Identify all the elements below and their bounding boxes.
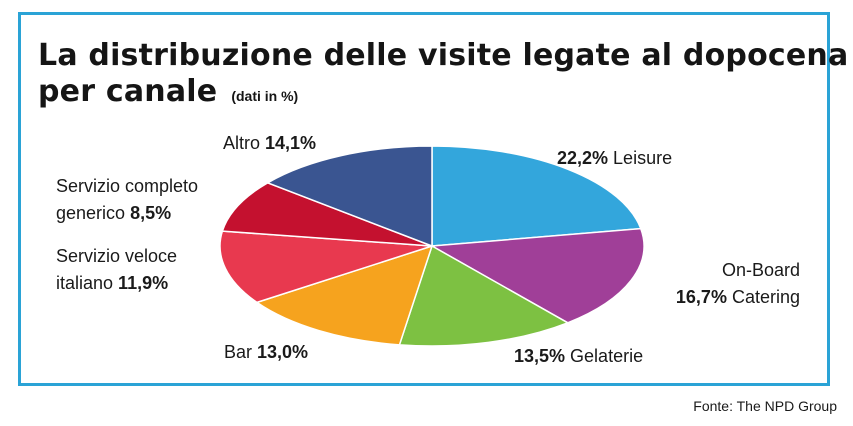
label-on-board-catering-line2: 16,7% Catering [676, 287, 800, 307]
label-bar: Bar 13,0% [224, 342, 308, 362]
pie-slices [219, 145, 645, 347]
label-servizio-veloce-italiano-line2: italiano 11,9% [56, 273, 168, 293]
chart-title: La distribuzione delle visite legate al … [38, 38, 849, 114]
slice-servizio-completo-generico [221, 181, 433, 247]
source-note: Fonte: The NPD Group [693, 398, 837, 414]
slice-servizio-veloce-italiano [219, 230, 433, 304]
chart-subtitle: (dati in %) [231, 88, 299, 104]
slice-altro [265, 145, 433, 248]
label-leisure: 22,2% Leisure [557, 148, 672, 168]
label-on-board-catering-line1: On-Board [722, 260, 800, 280]
label-servizio-completo-generico-line2: generico 8,5% [56, 203, 171, 223]
slice-on-board-catering [429, 227, 645, 324]
label-servizio-veloce-italiano-line1: Servizio veloce [56, 246, 177, 266]
slice-leisure [431, 145, 642, 247]
label-altro: Altro 14,1% [223, 133, 316, 153]
label-gelaterie: 13,5% Gelaterie [514, 346, 643, 366]
title-line-1: La distribuzione delle visite legate al … [38, 38, 849, 73]
title-line-2-text: per canale [38, 74, 218, 109]
title-line-2: per canale (dati in %) [38, 74, 798, 114]
pie-labels: 22,2% Leisure On-Board 16,7% Catering 13,5%… [56, 133, 800, 366]
label-servizio-completo-generico-line1: Servizio completo [56, 176, 198, 196]
slice-gelaterie [398, 244, 570, 347]
slice-bar [255, 244, 434, 346]
